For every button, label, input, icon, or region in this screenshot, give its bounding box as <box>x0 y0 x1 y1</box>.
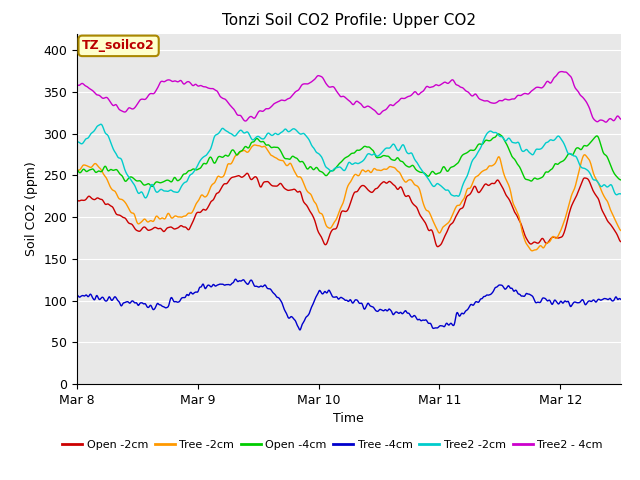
Tree2 -2cm <box>141 195 149 201</box>
Tree -2cm <box>129 210 136 216</box>
Line: Tree -4cm: Tree -4cm <box>77 279 621 330</box>
Open -2cm <box>294 189 301 195</box>
Tree -4cm <box>314 291 321 297</box>
Line: Tree -2cm: Tree -2cm <box>77 145 621 251</box>
X-axis label: Time: Time <box>333 412 364 425</box>
Tree2 - 4cm <box>447 78 454 84</box>
Tree2 - 4cm <box>293 88 301 94</box>
Tree2 -2cm <box>294 129 301 135</box>
Tree -2cm <box>73 168 81 173</box>
Tree2 -2cm <box>129 180 137 186</box>
Line: Open -4cm: Open -4cm <box>77 134 621 186</box>
Tree2 -2cm <box>97 121 104 127</box>
Tree -2cm <box>617 228 625 233</box>
Tree2 -2cm <box>508 139 516 145</box>
Tree2 - 4cm <box>497 98 505 104</box>
Open -2cm <box>243 170 251 176</box>
Tree -4cm <box>296 327 304 333</box>
Open -4cm <box>294 156 301 162</box>
Tree2 - 4cm <box>558 69 566 74</box>
Tree2 - 4cm <box>129 106 136 112</box>
Tree2 - 4cm <box>312 74 320 80</box>
Open -2cm <box>617 239 625 244</box>
Tree -2cm <box>294 173 301 179</box>
Tree -4cm <box>508 285 516 291</box>
Open -4cm <box>617 177 625 183</box>
Tree -4cm <box>499 283 506 288</box>
Open -2cm <box>434 244 442 250</box>
Tree2 - 4cm <box>507 96 515 102</box>
Open -4cm <box>447 165 455 170</box>
Open -2cm <box>499 184 506 190</box>
Tree2 - 4cm <box>602 119 610 125</box>
Open -2cm <box>447 221 455 227</box>
Text: TZ_soilco2: TZ_soilco2 <box>82 39 155 52</box>
Tree -2cm <box>528 248 536 254</box>
Tree -2cm <box>498 162 506 168</box>
Tree2 -2cm <box>314 150 321 156</box>
Tree2 -2cm <box>447 192 455 198</box>
Tree2 -2cm <box>499 134 506 140</box>
Tree2 - 4cm <box>73 82 81 88</box>
Tree -4cm <box>447 321 455 326</box>
Legend: Open -2cm, Tree -2cm, Open -4cm, Tree -4cm, Tree2 -2cm, Tree2 - 4cm: Open -2cm, Tree -2cm, Open -4cm, Tree -4… <box>58 435 607 454</box>
Tree -4cm <box>232 276 239 282</box>
Line: Tree2 - 4cm: Tree2 - 4cm <box>77 72 621 122</box>
Open -4cm <box>313 165 321 170</box>
Open -2cm <box>129 222 136 228</box>
Open -2cm <box>73 197 81 203</box>
Tree -4cm <box>73 292 81 298</box>
Tree2 -2cm <box>617 191 625 197</box>
Open -4cm <box>495 131 502 137</box>
Open -4cm <box>148 183 156 189</box>
Tree -2cm <box>447 216 455 221</box>
Tree -2cm <box>313 203 321 209</box>
Line: Tree2 -2cm: Tree2 -2cm <box>77 124 621 198</box>
Open -4cm <box>499 133 506 139</box>
Open -4cm <box>508 154 516 159</box>
Tree -4cm <box>129 298 136 304</box>
Tree -4cm <box>294 323 301 328</box>
Y-axis label: Soil CO2 (ppm): Soil CO2 (ppm) <box>25 161 38 256</box>
Tree2 - 4cm <box>617 116 625 122</box>
Tree -2cm <box>508 192 515 198</box>
Open -2cm <box>313 225 321 231</box>
Open -4cm <box>129 175 136 180</box>
Tree2 -2cm <box>73 139 81 145</box>
Title: Tonzi Soil CO2 Profile: Upper CO2: Tonzi Soil CO2 Profile: Upper CO2 <box>222 13 476 28</box>
Tree -2cm <box>251 142 259 148</box>
Line: Open -2cm: Open -2cm <box>77 173 621 247</box>
Tree -4cm <box>617 297 625 302</box>
Open -4cm <box>73 167 81 172</box>
Open -2cm <box>508 203 516 208</box>
